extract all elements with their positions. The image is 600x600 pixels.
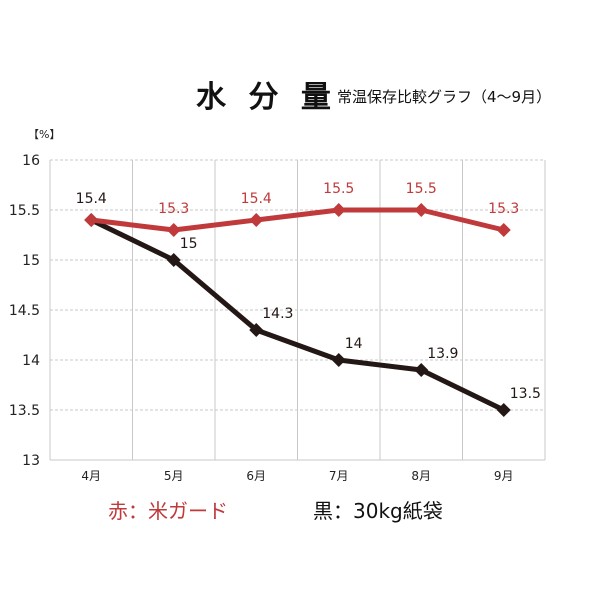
- series-line-red: [90, 207, 505, 233]
- y-tick-label: 15: [22, 253, 40, 269]
- x-tick-label: 9月: [494, 469, 514, 483]
- axis-layer: 13 13.5 14 14.5 15 15.5 16 4月 5月 6月 7月 8月 9月 【%】: [9, 128, 514, 483]
- y-tick-label: 13.5: [9, 403, 40, 419]
- legend-black: 黒：30kg紙袋: [313, 499, 443, 523]
- data-label-black: 14: [345, 336, 363, 352]
- data-point-marker: [331, 203, 346, 217]
- data-point-marker: [496, 223, 511, 237]
- x-tick-label: 6月: [246, 469, 266, 483]
- chart-subtitle: 常温保存比較グラフ（4〜9月）: [337, 88, 552, 106]
- y-tick-label: 13: [22, 453, 40, 469]
- data-label-black: 15.4: [76, 191, 107, 207]
- data-point-marker: [84, 213, 99, 227]
- data-label-black: 13.9: [427, 346, 458, 362]
- data-label-black: 14.3: [262, 306, 293, 322]
- data-label-red: 15.5: [406, 181, 437, 197]
- data-point-marker: [166, 223, 181, 237]
- legend-red: 赤：米ガード: [108, 499, 228, 523]
- data-point-marker: [249, 323, 264, 337]
- grid-layer: [49, 159, 546, 461]
- data-point-marker: [496, 403, 511, 417]
- x-tick-label: 4月: [81, 469, 101, 483]
- data-point-marker: [166, 253, 181, 267]
- data-label-black: 13.5: [510, 386, 541, 402]
- series-line-black: [90, 217, 505, 413]
- data-label-red: 15.3: [488, 201, 519, 217]
- y-tick-label: 15.5: [9, 203, 40, 219]
- data-point-marker: [414, 203, 429, 217]
- y-tick-label: 14.5: [9, 303, 40, 319]
- data-label-black: 15: [180, 236, 198, 252]
- label-layer: 15.3 15.4 15.5 15.5 15.3 15.4 15 14.3 14 13.9 13.5: [76, 181, 541, 402]
- x-tick-label: 5月: [164, 469, 184, 483]
- y-tick-label: 16: [22, 153, 40, 169]
- y-unit-label: 【%】: [28, 128, 60, 141]
- data-label-red: 15.4: [241, 191, 272, 207]
- data-point-marker: [414, 363, 429, 377]
- y-tick-label: 14: [22, 353, 40, 369]
- data-label-red: 15.3: [158, 201, 189, 217]
- data-point-marker: [331, 353, 346, 367]
- x-tick-label: 7月: [329, 469, 349, 483]
- x-tick-label: 8月: [411, 469, 431, 483]
- data-label-red: 15.5: [323, 181, 354, 197]
- data-point-marker: [249, 213, 264, 227]
- chart-title: 水 分 量: [196, 80, 337, 115]
- series-layer: [84, 203, 511, 417]
